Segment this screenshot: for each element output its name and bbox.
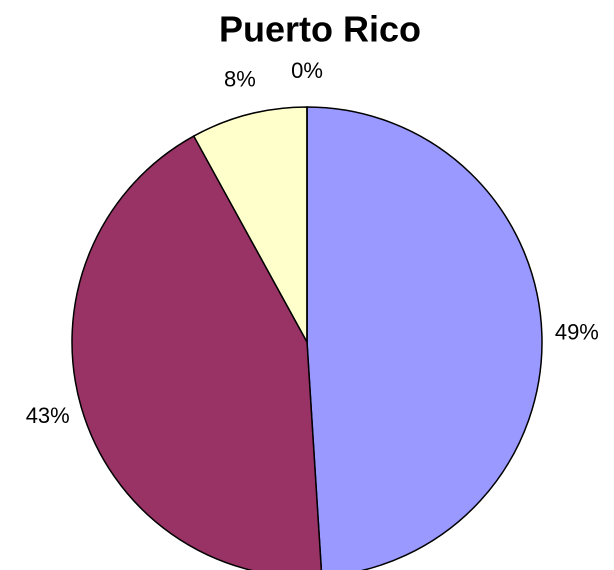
pie-slice xyxy=(306,106,543,570)
pie-slice xyxy=(192,106,308,343)
slice-label: 49% xyxy=(555,319,599,344)
slice-label: 43% xyxy=(26,403,70,428)
slice-label: 0% xyxy=(291,58,323,83)
pie-slice xyxy=(71,135,323,570)
chart-title: Puerto Rico xyxy=(219,9,421,50)
slice-label: 8% xyxy=(224,66,256,91)
